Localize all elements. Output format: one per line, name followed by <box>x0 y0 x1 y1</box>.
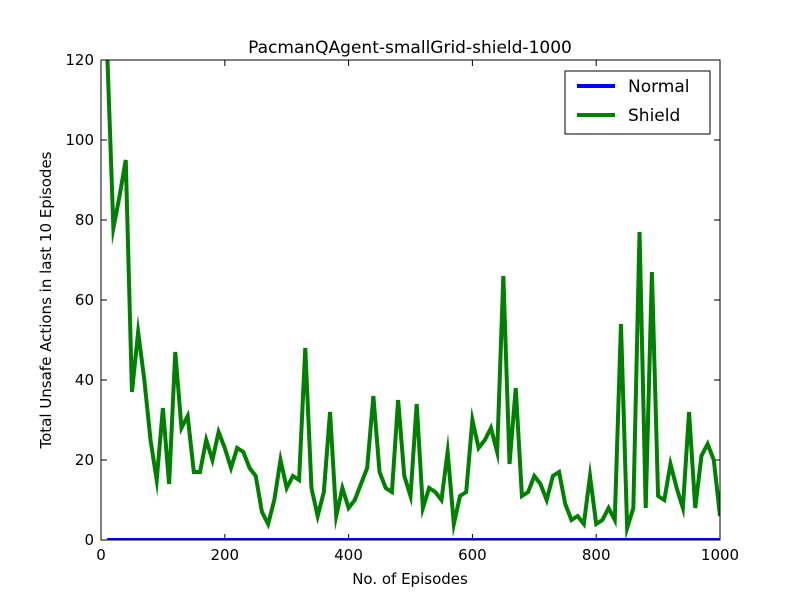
series-line-shield <box>105 60 720 540</box>
y-tick-label: 60 <box>75 291 94 309</box>
y-axis-label: Total Unsafe Actions in last 10 Episodes <box>37 151 55 449</box>
y-tick-label: 40 <box>75 371 94 389</box>
legend-box <box>564 70 711 135</box>
x-tick-label: 0 <box>96 546 106 564</box>
plot-frame <box>100 59 721 541</box>
series-layer <box>105 60 720 540</box>
legend-label-shield: Shield <box>628 106 680 126</box>
y-tick-label: 0 <box>84 531 94 549</box>
y-tick-label: 100 <box>65 131 94 149</box>
y-tick-label: 120 <box>65 51 94 69</box>
x-axis-label: No. of Episodes <box>352 570 468 588</box>
y-axis-ticks: 0 20 40 60 80 100 120 <box>65 51 720 549</box>
legend: Normal Shield <box>564 70 711 135</box>
chart-title: PacmanQAgent-smallGrid-shield-1000 <box>248 38 572 58</box>
y-tick-label: 20 <box>75 451 94 469</box>
x-axis-ticks: 0 200 400 600 800 1000 <box>96 60 739 564</box>
legend-label-normal: Normal <box>628 77 690 97</box>
x-tick-label: 400 <box>334 546 363 564</box>
x-tick-label: 600 <box>458 546 487 564</box>
x-tick-label: 800 <box>582 546 611 564</box>
y-tick-label: 80 <box>75 211 94 229</box>
x-tick-label: 1000 <box>701 546 739 564</box>
x-tick-label: 200 <box>210 546 239 564</box>
